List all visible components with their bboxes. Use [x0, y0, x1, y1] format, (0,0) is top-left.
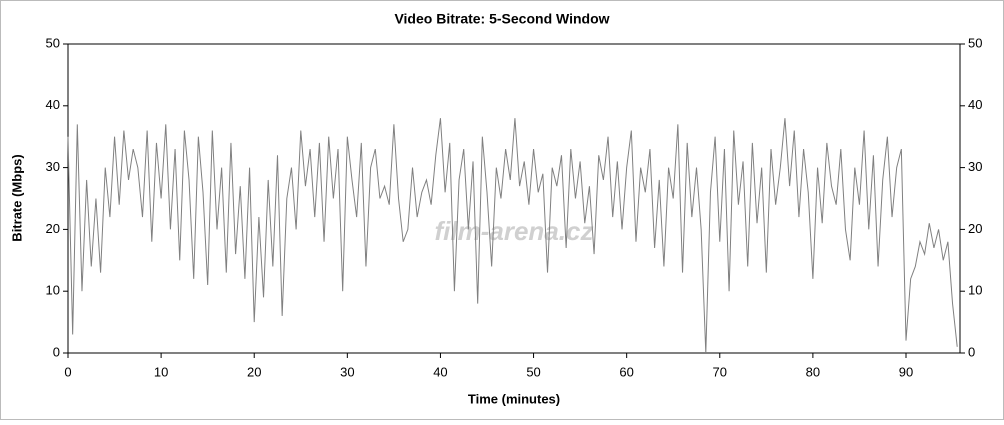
x-tick-label: 30: [340, 364, 354, 379]
y2-tick-label: 40: [968, 97, 982, 112]
y2-tick-label: 0: [968, 344, 975, 359]
plot-frame: [67, 43, 961, 354]
x-tick-label: 80: [806, 364, 820, 379]
x-tick-label: 90: [899, 364, 913, 379]
y-tick-label: 50: [46, 35, 60, 50]
x-tick-label: 20: [247, 364, 261, 379]
x-tick-label: 40: [433, 364, 447, 379]
x-tick-label: 10: [154, 364, 168, 379]
x-tick-label: 0: [64, 364, 71, 379]
data-line: [67, 118, 958, 354]
y2-tick-label: 50: [968, 35, 982, 50]
y2-tick-label: 20: [968, 221, 982, 236]
y-tick-label: 40: [46, 97, 60, 112]
x-tick-label: 50: [526, 364, 540, 379]
y-axis-label: Bitrate (Mbps): [9, 154, 24, 241]
chart-title: Video Bitrate: 5-Second Window: [394, 11, 609, 27]
y2-tick-label: 10: [968, 283, 982, 298]
watermark: film-arena.cz: [435, 216, 594, 246]
x-axis-label: Time (minutes): [468, 391, 560, 406]
y-tick-label: 0: [53, 344, 60, 359]
x-tick-label: 70: [713, 364, 727, 379]
y2-tick-label: 30: [968, 159, 982, 174]
y-tick-label: 20: [46, 221, 60, 236]
y-tick-label: 10: [46, 283, 60, 298]
x-tick-label: 60: [619, 364, 633, 379]
y-tick-label: 30: [46, 159, 60, 174]
